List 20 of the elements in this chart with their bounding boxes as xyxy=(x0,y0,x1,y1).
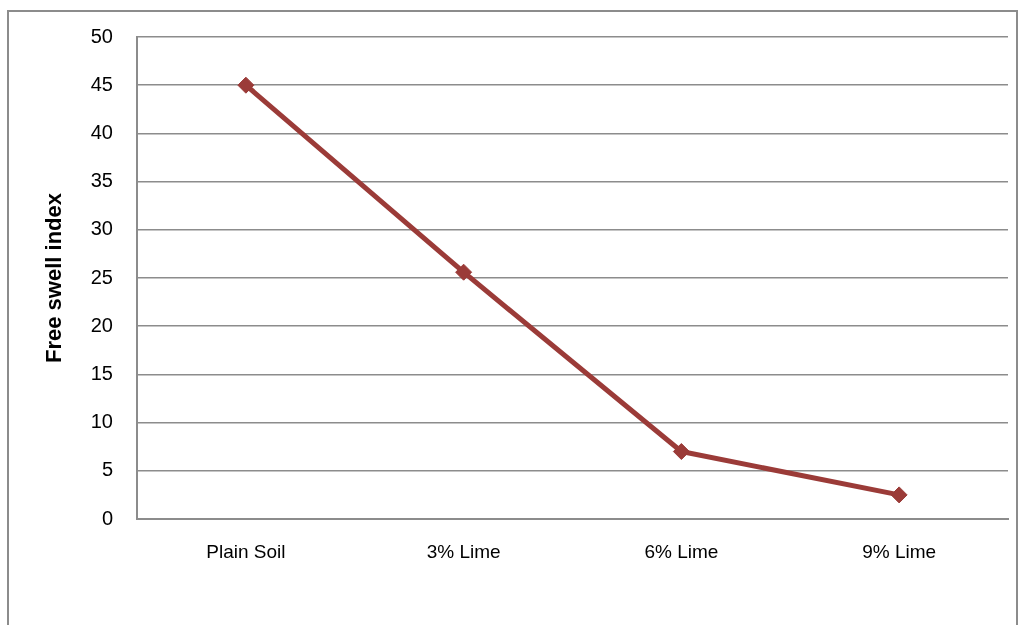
y-tick-label: 20 xyxy=(90,313,113,336)
y-tick-label: 50 xyxy=(90,24,113,47)
y-tick-label: 40 xyxy=(90,120,113,143)
point xyxy=(890,486,908,504)
point xyxy=(237,76,255,94)
y-tick-label: 5 xyxy=(101,458,113,481)
y-tick-label: 45 xyxy=(90,72,113,95)
x-tick-label: 3% Lime xyxy=(426,540,501,562)
y-tick-label: 15 xyxy=(90,361,113,384)
point xyxy=(455,263,473,281)
x-tick-label: 6% Lime xyxy=(644,540,719,562)
y-tick-label: 25 xyxy=(90,265,113,288)
y-axis-title: Free swell index xyxy=(41,192,67,363)
y-tick-label: 30 xyxy=(90,217,113,240)
y-tick-label: 35 xyxy=(90,169,113,192)
x-tick-label: 9% Lime xyxy=(862,540,937,562)
point xyxy=(672,443,690,461)
y-tick-label: 10 xyxy=(90,410,113,433)
x-tick-label: Plain Soil xyxy=(206,540,286,562)
y-tick-label: 0 xyxy=(101,506,113,529)
